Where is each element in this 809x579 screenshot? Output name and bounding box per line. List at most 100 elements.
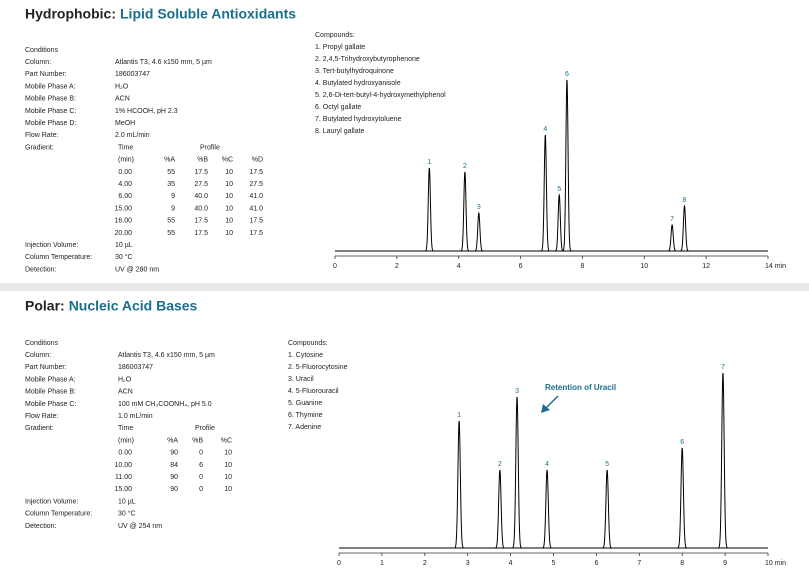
compound: 2. 2,4,5-Trihydroxybutyrophenone [315, 56, 420, 63]
compound: 1. Cytosine [288, 352, 323, 359]
condition-value: H₂O [118, 376, 132, 383]
gradient-cell: 15.00 [114, 205, 132, 212]
peak-label: 4 [543, 126, 547, 133]
condition-label: Mobile Phase A: [25, 83, 76, 90]
peak [539, 134, 551, 252]
compound: 6. Octyl gallate [315, 104, 361, 111]
condition-label: Conditions [25, 47, 59, 54]
peak [493, 469, 506, 549]
gradient-header: (min) [118, 157, 134, 164]
footer-label: Detection: [25, 266, 57, 273]
footer-value: 10 µL [115, 242, 133, 249]
x-tick-label: 6 [519, 263, 523, 270]
gradient-cell: 10 [224, 486, 232, 493]
gradient-cell: 55 [167, 230, 175, 237]
gradient-cell: 6.00 [118, 193, 132, 200]
gradient-cell: 10 [224, 462, 232, 469]
gradient-cell: 55 [167, 218, 175, 225]
gradient-cell: 17.5 [249, 169, 263, 176]
x-tick-label: 8 [680, 560, 684, 567]
footer-label: Column Temperature: [25, 254, 92, 261]
x-tick-label: 8 [580, 263, 584, 270]
gradient-cell: 0.00 [118, 450, 132, 457]
x-tick-label: 6 [594, 560, 598, 567]
gradient-cell: 35 [167, 181, 175, 188]
gradient-header: %A [167, 437, 178, 444]
x-tick-label: 10 min [765, 560, 786, 567]
section-title: Lipid Soluble Antioxidants [120, 6, 296, 22]
condition-label: Mobile Phase B: [25, 96, 76, 103]
peak [459, 171, 471, 252]
gradient-header: %B [192, 437, 203, 444]
peak [473, 211, 485, 252]
gradient-cell: 0.00 [118, 169, 132, 176]
condition-value: MeOH [115, 120, 135, 127]
footer-value: 30 °C [115, 253, 133, 261]
x-tick-label: 3 [466, 560, 470, 567]
gradient-cell: 16.00 [114, 218, 132, 225]
x-tick-label: 4 [457, 263, 461, 270]
gradient-cell: 9 [171, 193, 175, 200]
gradient-cell: 10 [225, 230, 233, 237]
peak [423, 167, 435, 252]
gradient-cell: 10 [225, 218, 233, 225]
gradient-cell: 4.00 [118, 181, 132, 188]
peak-label: 6 [680, 439, 684, 446]
compound: 7. Adenine [288, 424, 321, 431]
compounds-title: Compounds: [315, 32, 355, 39]
annotation-arrowhead [541, 404, 550, 413]
condition-label: Flow Rate: [25, 413, 59, 420]
x-tick-label: 2 [395, 263, 399, 270]
condition-value: ACN [115, 96, 130, 103]
gradient-cell: 20.00 [114, 230, 132, 237]
compound: 7. Butylated hydroxytoluene [315, 116, 401, 123]
x-tick-label: 14 min [765, 263, 786, 270]
condition-value: 186003747 [118, 364, 153, 371]
peak-label: 1 [457, 412, 461, 419]
condition-value: ACN [118, 389, 133, 396]
gradient-cell: 55 [167, 169, 175, 176]
gradient-cell: 27.5 [249, 181, 263, 188]
condition-value: H₂O [115, 83, 129, 90]
compound: 5. 2,6-Di-tert-butyl-4-hydroxymethylphen… [315, 92, 446, 99]
condition-value: 1% HCOOH, pH 2.3 [115, 108, 178, 115]
x-tick-label: 4 [509, 560, 513, 567]
condition-label: Mobile Phase A: [25, 376, 76, 383]
x-tick-label: 0 [333, 263, 337, 270]
peak-label: 7 [721, 364, 725, 371]
peak-label: 3 [515, 388, 519, 395]
x-tick-label: 12 [702, 263, 710, 270]
gradient-header: %B [197, 157, 208, 164]
gradient-cell: 17.5 [194, 169, 208, 176]
divider [0, 283, 809, 291]
condition-label: Part Number: [25, 71, 67, 78]
annotation: Retention of Uracil [545, 383, 616, 392]
condition-label: Conditions [25, 340, 59, 347]
x-tick-label: 0 [337, 560, 341, 567]
condition-label: Mobile Phase C: [25, 108, 76, 115]
gradient-cell: 40.0 [194, 193, 208, 200]
gradient-cell: 10 [225, 205, 233, 212]
gradient-cell: 17.5 [194, 230, 208, 237]
gradient-cell: 11.00 [115, 474, 132, 481]
condition-value: Atlantis T3, 4.6 x150 mm, 5 µm [118, 352, 215, 359]
compound: 5. Guanine [288, 400, 322, 407]
gradient-header: %A [164, 157, 175, 164]
condition-label: Part Number: [25, 364, 67, 371]
compound: 6. Thymine [288, 412, 323, 419]
gradient-header: %C [221, 437, 232, 444]
gradient-cell: 10.00 [114, 462, 132, 469]
gradient-cell: 17.5 [194, 218, 208, 225]
gradient-cell: 41.0 [249, 205, 263, 212]
x-tick-label: 7 [637, 560, 641, 567]
gradient-cell: 10 [225, 193, 233, 200]
peak-label: 8 [683, 197, 687, 204]
x-tick-label: 5 [552, 560, 556, 567]
gradient-cell: 0 [199, 450, 203, 457]
compound: 8. Lauryl gallate [315, 128, 365, 135]
condition-label: Flow Rate: [25, 132, 59, 139]
footer-value: 10 µL [118, 498, 136, 505]
condition-value: 100 mM CH₃COONH₄, pH 5.0 [118, 401, 212, 408]
condition-value: 2.0 mL/min [115, 132, 150, 139]
